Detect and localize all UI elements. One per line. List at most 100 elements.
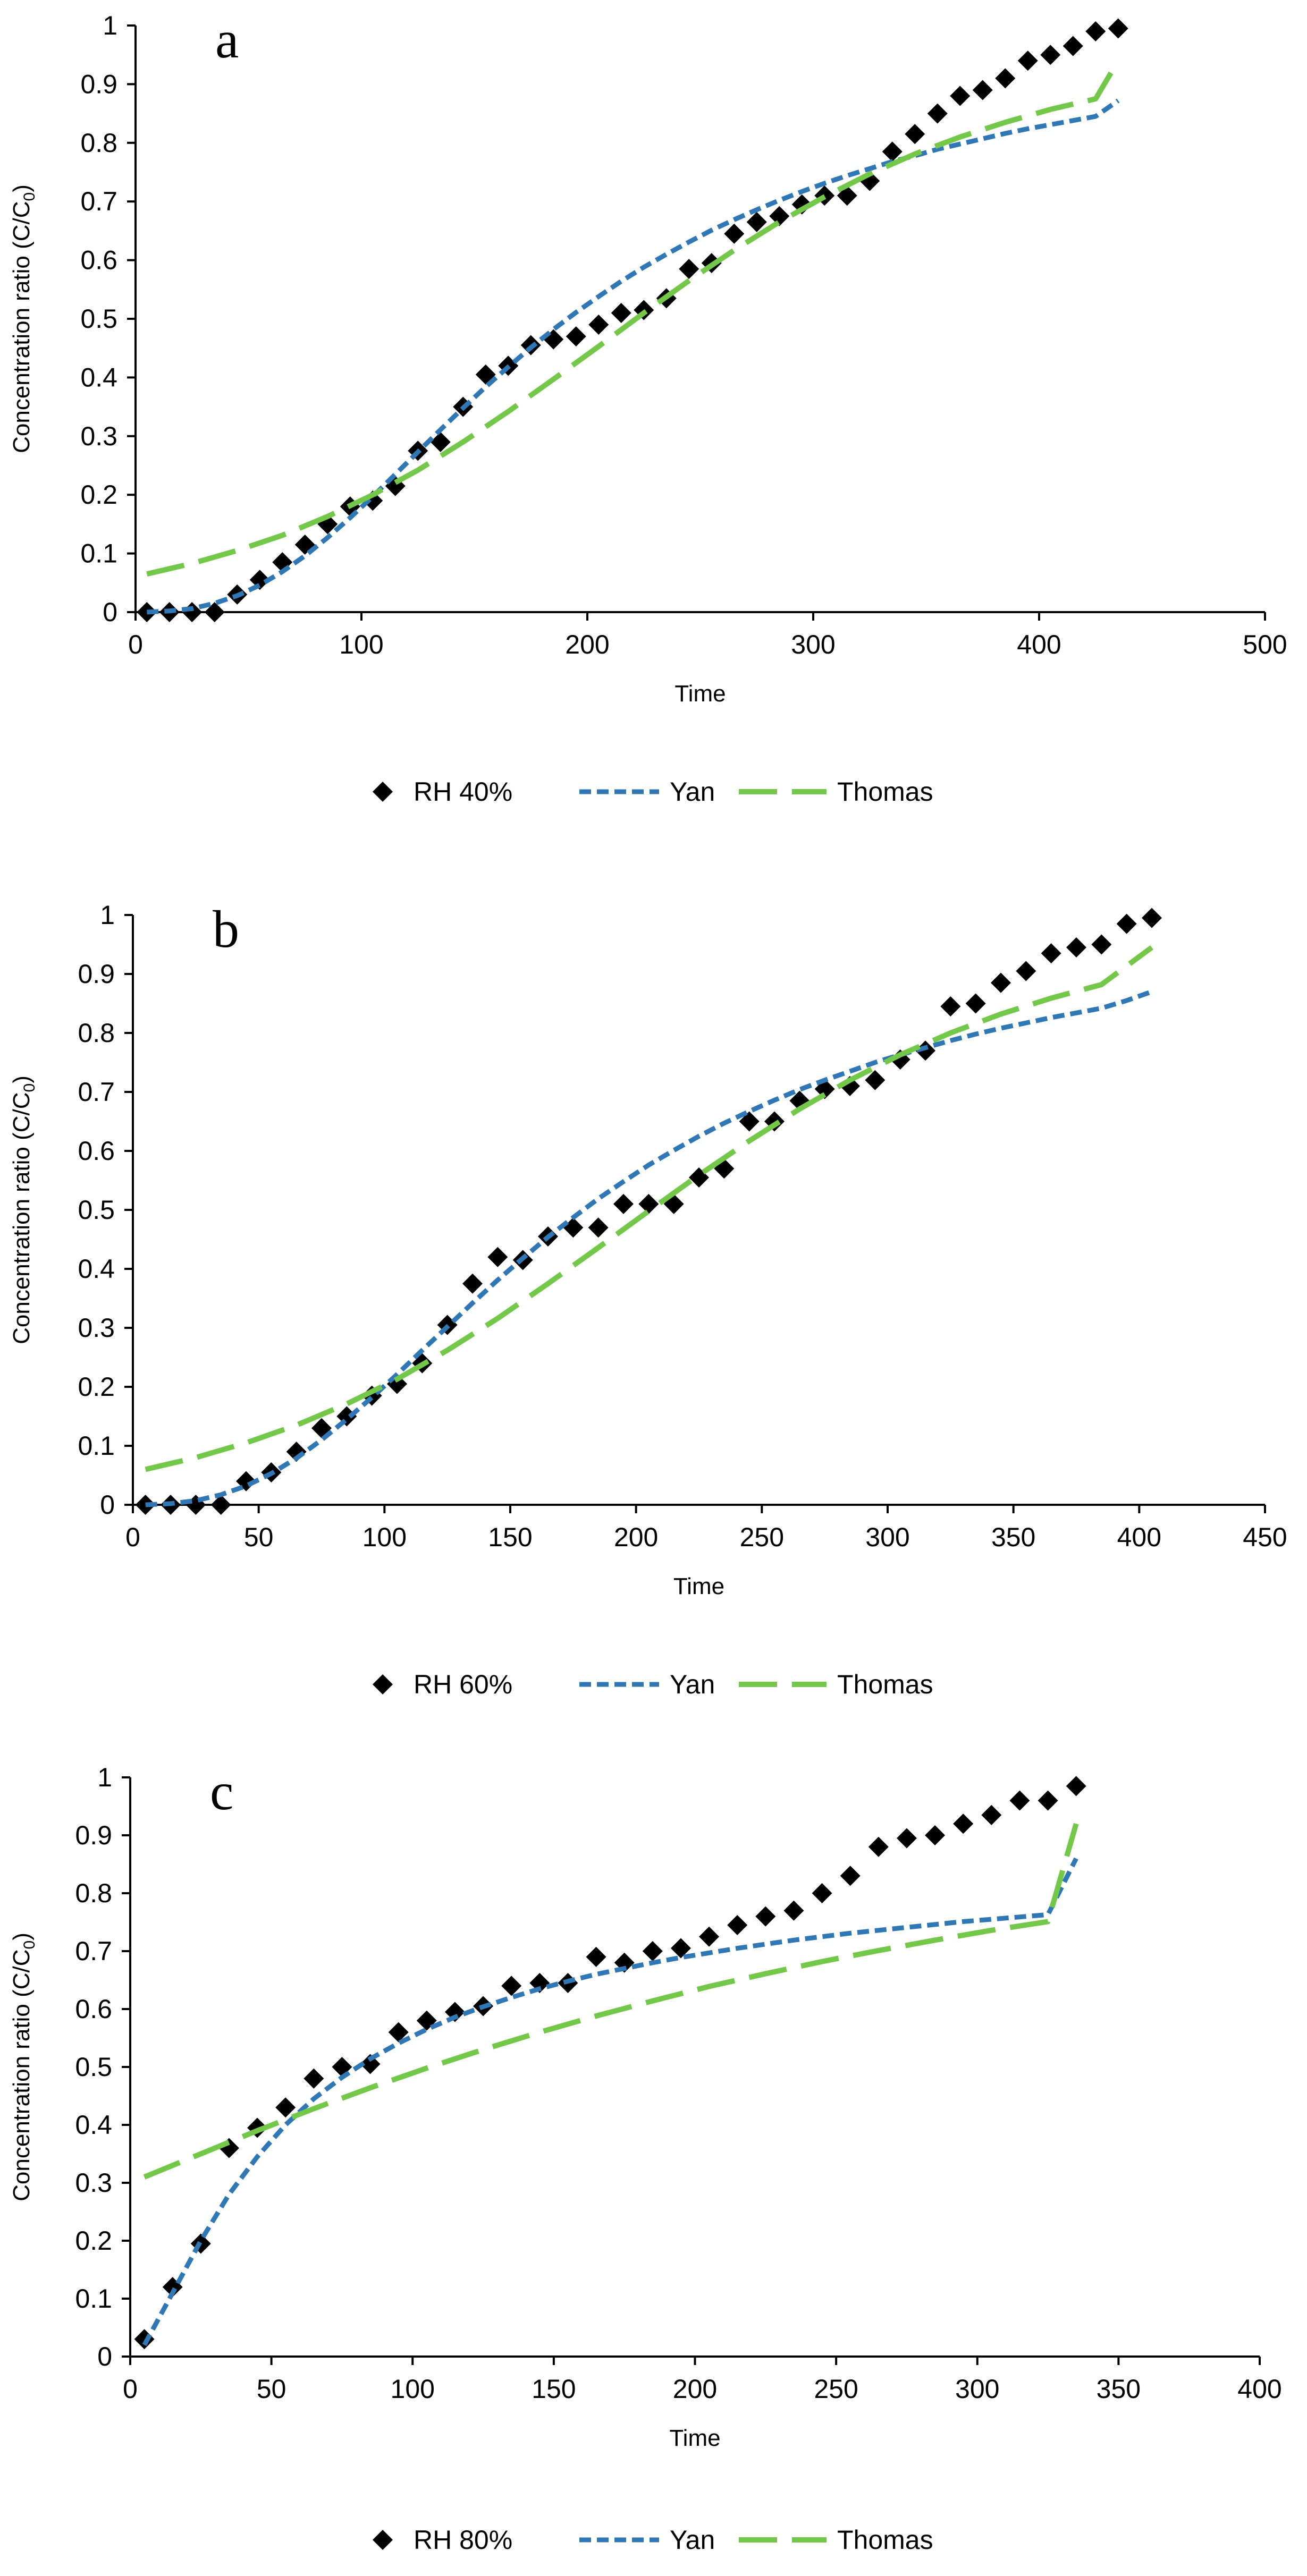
legend: RH 60% Yan Thomas	[373, 1670, 933, 1699]
x-tick-label: 350	[1097, 2374, 1141, 2404]
y-axis-title-tail: )	[9, 1933, 35, 1941]
data-point-marker	[137, 602, 157, 622]
y-tick-label: 0.2	[80, 480, 117, 510]
x-tick-label: 0	[123, 2374, 138, 2404]
y-tick-label: 0	[97, 2342, 112, 2371]
data-point-marker	[566, 326, 586, 347]
data-point-marker	[840, 1866, 861, 1886]
legend-marker-observed	[373, 1674, 393, 1694]
x-tick-label: 150	[532, 2374, 576, 2404]
thomas-model-line	[143, 1823, 1079, 2180]
data-point-marker	[882, 141, 903, 162]
x-tick-label: 100	[391, 2374, 435, 2404]
data-point-marker	[1016, 961, 1036, 981]
data-point-marker	[1041, 943, 1061, 964]
y-tick-label: 0.1	[75, 2284, 112, 2314]
y-tick-label: 0.4	[75, 2110, 112, 2140]
y-tick-label: 0.4	[80, 362, 117, 392]
panel-label: b	[213, 900, 239, 959]
y-tick-label: 0.3	[80, 421, 117, 451]
y-tick-label: 0.8	[80, 128, 117, 158]
data-point-marker	[210, 1495, 231, 1515]
x-tick-label: 500	[1243, 630, 1287, 659]
legend-label-thomas: Thomas	[837, 777, 933, 807]
y-tick-label: 0.5	[78, 1195, 115, 1225]
data-point-marker	[783, 1900, 804, 1921]
data-point-marker	[950, 86, 971, 106]
y-axis-title-subscript: 0	[21, 192, 38, 201]
x-axis-title: Time	[669, 2425, 720, 2451]
data-point-marker	[638, 1193, 659, 1214]
data-point-marker	[755, 1906, 776, 1927]
data-point-marker	[135, 1495, 156, 1515]
data-point-marker	[1085, 21, 1106, 42]
y-axis-title: Concentration ratio (C/C0)	[9, 184, 38, 453]
chart-panel-b: 0 50 100 150 200 250 300 350 400 450 0 0.1 0.2 0.3 0.4…	[9, 900, 1287, 1699]
data-point-marker	[487, 1247, 508, 1267]
y-tick-label: 0	[100, 1490, 115, 1520]
data-point-marker	[868, 1836, 889, 1857]
y-axis-title-tail: )	[9, 1075, 35, 1083]
y-tick-label: 0.6	[75, 1994, 112, 2024]
legend-label-yan: Yan	[670, 777, 715, 807]
legend-marker-observed	[373, 782, 393, 802]
data-point-marker	[1066, 937, 1086, 958]
data-point-marker	[1063, 36, 1083, 56]
y-tick-label: 0.9	[78, 959, 115, 989]
data-point-marker	[1017, 50, 1038, 71]
x-tick-label: 100	[362, 1522, 407, 1552]
y-tick-label: 0.9	[80, 69, 117, 99]
y-axis-title-main: Concentration ratio (C/C	[9, 1949, 35, 2201]
x-tick-label: 100	[339, 630, 383, 659]
y-axis-title-subscript: 0	[21, 1083, 38, 1092]
data-point-marker	[905, 124, 925, 145]
data-point-marker	[1038, 1790, 1058, 1811]
y-tick-label: 0.2	[78, 1372, 115, 1402]
data-point-marker	[1066, 1776, 1086, 1797]
data-point-marker	[995, 68, 1016, 89]
y-tick-label: 0.1	[80, 539, 117, 569]
panel-label: a	[215, 10, 239, 69]
x-tick-label: 0	[128, 630, 143, 659]
y-tick-label: 0.6	[80, 245, 117, 275]
data-point-marker	[927, 103, 948, 124]
data-point-marker	[896, 1828, 917, 1849]
y-tick-label: 0.3	[78, 1313, 115, 1343]
y-axis-title-tail: )	[9, 184, 35, 192]
legend-label-observed: RH 60%	[414, 1670, 512, 1699]
y-tick-label: 1	[103, 11, 117, 40]
data-point-marker	[1108, 18, 1128, 39]
legend-label-observed: RH 80%	[414, 2525, 512, 2555]
thomas-model-line	[146, 59, 1121, 577]
data-point-marker	[360, 2054, 381, 2074]
legend: RH 40% Yan Thomas	[373, 777, 933, 807]
y-tick-label: 0.7	[78, 1077, 115, 1107]
data-point-marker	[1040, 45, 1061, 65]
data-point-marker	[642, 1941, 663, 1961]
data-point-marker	[812, 1883, 832, 1903]
y-tick-label: 0.8	[75, 1878, 112, 1908]
data-point-marker	[953, 1814, 974, 1834]
data-point-marker	[991, 972, 1011, 993]
data-point-marker	[746, 211, 767, 232]
legend-label-yan: Yan	[670, 1670, 715, 1699]
data-point-marker	[501, 1976, 522, 1996]
legend-label-observed: RH 40%	[414, 777, 512, 807]
x-axis-title: Time	[673, 1573, 724, 1599]
data-point-marker	[204, 602, 225, 622]
x-tick-label: 300	[865, 1522, 909, 1552]
data-point-marker	[699, 1926, 720, 1947]
y-tick-label: 1	[97, 1762, 112, 1792]
data-point-marker	[965, 993, 986, 1014]
data-point-marker	[727, 1914, 748, 1935]
data-point-marker	[611, 302, 631, 323]
legend-label-thomas: Thomas	[837, 2525, 933, 2555]
x-tick-label: 450	[1243, 1522, 1287, 1552]
data-point-marker	[1142, 908, 1162, 928]
x-tick-label: 0	[125, 1522, 140, 1552]
x-tick-label: 400	[1017, 630, 1061, 659]
x-tick-label: 50	[244, 1522, 274, 1552]
chart-panel-c: 0 50 100 150 200 250 300 350 400 0 0.1 0.2 0.3 0.4 0.5…	[9, 1762, 1282, 2555]
data-point-marker	[430, 431, 451, 452]
